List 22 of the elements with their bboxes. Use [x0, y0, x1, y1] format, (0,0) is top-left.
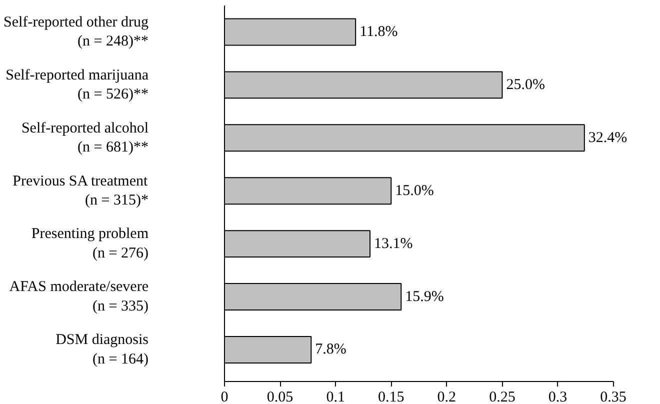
x-tick-label: 0.25: [489, 390, 516, 404]
data-label: 15.0%: [395, 182, 434, 199]
y-tick-label: Self-reported other drug (n = 248)**: [4, 14, 149, 50]
x-tick-label: 0: [220, 390, 228, 404]
x-tick-label: 0.05: [266, 390, 294, 404]
y-tick-label: Presenting problem (n = 276): [31, 226, 149, 262]
x-tick-label: 0.15: [378, 390, 404, 404]
x-tick-label: 0.1: [326, 390, 345, 404]
data-label: 13.1%: [374, 236, 413, 252]
y-tick-label: AFAS moderate/severe (n = 335): [9, 279, 149, 314]
data-label: 25.0%: [506, 76, 545, 93]
y-tick-label: Self-reported marijuana (n = 526)**: [6, 67, 149, 103]
y-tick-label: Self-reported alcohol (n = 681)**: [21, 120, 149, 156]
data-label: 7.8%: [315, 342, 346, 358]
x-tick-label: 0.35: [600, 390, 626, 404]
data-label: 32.4%: [588, 130, 628, 146]
x-tick-label: 0.2: [437, 390, 456, 404]
y-tick-label: Previous SA treatment (n = 315)*: [12, 173, 149, 208]
x-tick-label: 0.3: [548, 390, 568, 404]
data-label: 15.9%: [405, 288, 444, 305]
y-tick-label: DSM diagnosis (n = 164): [56, 332, 149, 368]
data-label: 11.8%: [360, 24, 398, 40]
